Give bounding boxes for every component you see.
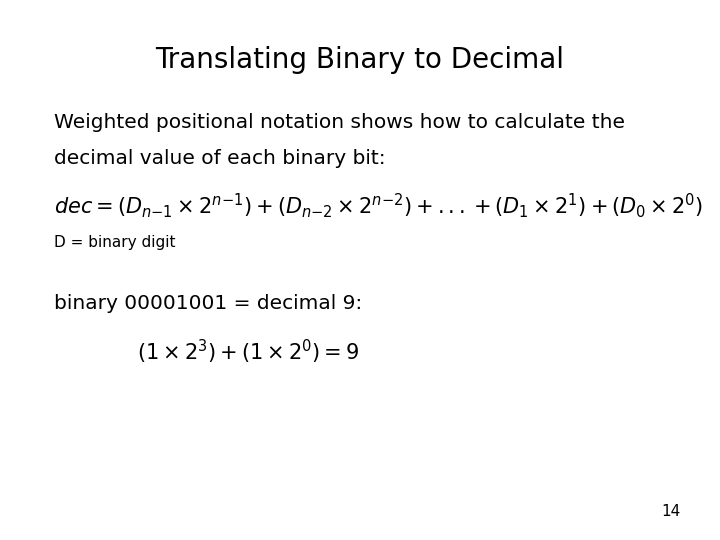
- Text: $dec = (D_{n\mathrm{-}1} \times 2^{n\mathrm{-}1}) + (D_{n\mathrm{-}2} \times 2^{: $dec = (D_{n\mathrm{-}1} \times 2^{n\mat…: [54, 192, 703, 220]
- Text: Weighted positional notation shows how to calculate the: Weighted positional notation shows how t…: [54, 113, 625, 132]
- Text: 14: 14: [661, 504, 680, 519]
- Text: Translating Binary to Decimal: Translating Binary to Decimal: [156, 46, 564, 74]
- Text: D = binary digit: D = binary digit: [54, 235, 176, 250]
- Text: decimal value of each binary bit:: decimal value of each binary bit:: [54, 148, 386, 167]
- Text: binary 00001001 = decimal 9:: binary 00001001 = decimal 9:: [54, 294, 362, 313]
- Text: $(1 \times 2^3) + (1 \times 2^0) = 9$: $(1 \times 2^3) + (1 \times 2^0) = 9$: [137, 338, 359, 366]
